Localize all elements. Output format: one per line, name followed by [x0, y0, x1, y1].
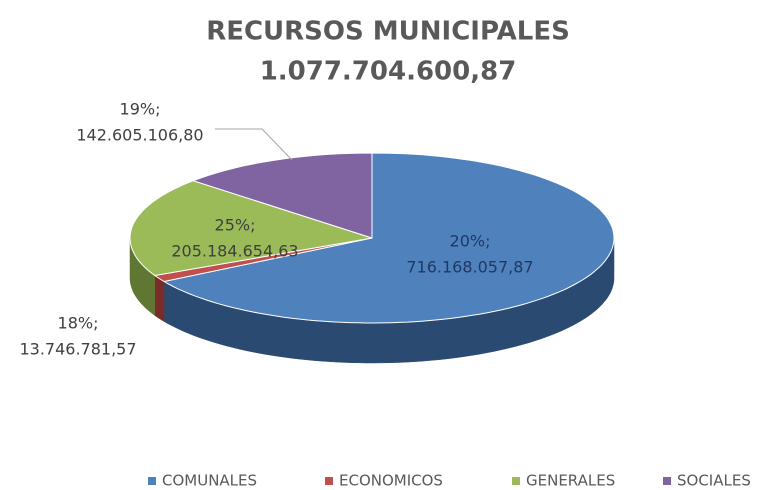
legend-swatch	[512, 477, 520, 485]
data-label: 18%;	[58, 314, 99, 333]
data-label: 142.605.106,80	[76, 126, 203, 145]
legend-swatch	[663, 477, 671, 485]
legend-swatch	[148, 477, 156, 485]
leader-line	[215, 128, 293, 161]
data-label: 19%;	[120, 100, 161, 119]
slice	[191, 152, 373, 239]
slice	[162, 152, 615, 324]
legend-swatch	[325, 477, 333, 485]
data-label: 205.184.654,63	[171, 242, 298, 261]
legend-label: ECONOMICOS	[339, 472, 443, 490]
data-label: 20%;	[450, 232, 491, 251]
chart-title: RECURSOS MUNICIPALES	[206, 17, 570, 47]
data-label: 716.168.057,87	[406, 258, 533, 277]
slice-side	[154, 275, 165, 322]
legend-label: GENERALES	[526, 472, 615, 490]
data-label: 13.746.781,57	[19, 340, 136, 359]
legend-label: COMUNALES	[162, 472, 257, 490]
data-label: 25%;	[215, 216, 256, 235]
chart-subtitle: 1.077.704.600,87	[260, 57, 517, 87]
legend-label: SOCIALES	[677, 472, 751, 490]
slice	[129, 180, 373, 277]
